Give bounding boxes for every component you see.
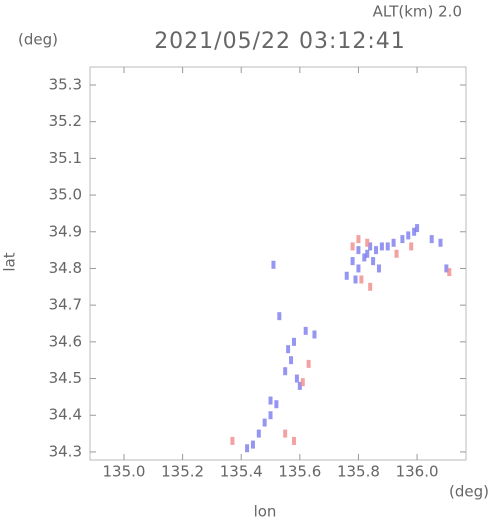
point [274,400,279,409]
point [359,275,364,284]
point [286,345,291,354]
point [365,238,370,247]
point [409,242,414,251]
point [415,224,420,233]
point [379,242,384,251]
point [289,356,294,365]
x-unit: (deg) [449,483,489,501]
point [271,260,276,269]
point [291,337,296,346]
y-tick-label: 34.7 [49,296,82,314]
point [344,271,349,280]
point [412,227,417,236]
point [283,367,288,376]
x-label: lon [254,503,277,521]
x-tick-label: 135.0 [103,463,146,481]
point [444,264,449,273]
point [362,253,367,262]
point [368,282,373,291]
point [356,246,361,255]
point [303,326,308,335]
y-unit: (deg) [18,31,58,49]
point [376,264,381,273]
point [356,264,361,273]
chart-title: 2021/05/22 03:12:41 [154,29,406,54]
point [406,231,411,240]
point [283,429,288,438]
x-tick-label: 136.0 [396,463,439,481]
point [350,257,355,266]
point [356,235,361,244]
point [374,246,379,255]
y-tick-label: 35.2 [49,112,82,130]
point [365,249,370,258]
point [268,396,273,405]
y-tick-label: 34.4 [49,406,82,424]
point [250,440,255,449]
point [256,429,261,438]
point [297,381,302,390]
point [400,235,405,244]
y-tick-label: 35.0 [49,186,82,204]
point [438,238,443,247]
x-tick-label: 135.2 [161,463,204,481]
y-tick-label: 34.6 [49,332,82,350]
point [350,242,355,251]
point [294,374,299,383]
y-tick-label: 35.1 [49,149,82,167]
point [368,242,373,251]
y-tick-label: 34.5 [49,369,82,387]
point [277,312,282,321]
x-tick-label: 135.4 [220,463,263,481]
y-label: lat [1,252,19,271]
point [312,330,317,339]
point [300,378,305,387]
point [394,249,399,258]
point [268,411,273,420]
point [245,444,250,453]
point [385,242,390,251]
y-tick-label: 35.3 [49,75,82,93]
y-tick-label: 34.8 [49,259,82,277]
altitude: ALT(km) 2.0 [373,3,462,21]
y-tick-label: 34.3 [49,442,82,460]
point [429,235,434,244]
point [262,418,267,427]
point [306,359,311,368]
y-tick-label: 34.9 [49,222,82,240]
point [447,268,452,277]
point [371,257,376,266]
point [353,275,358,284]
x-tick-label: 135.8 [337,463,380,481]
point [391,238,396,247]
point [230,436,235,445]
point [291,436,296,445]
plot-frame [89,66,467,461]
x-tick-label: 135.6 [278,463,321,481]
